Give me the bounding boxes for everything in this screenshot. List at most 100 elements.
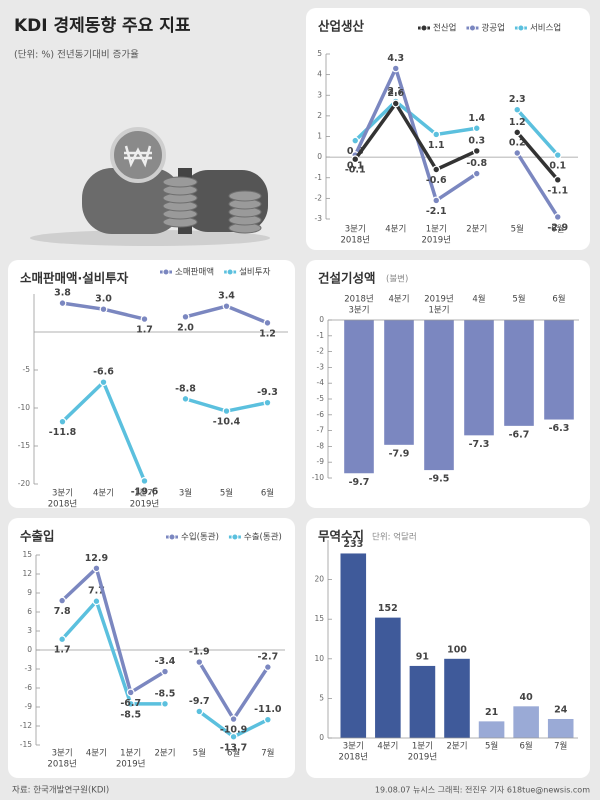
data-point: [351, 136, 360, 145]
x-tick-label: 6월: [552, 294, 565, 305]
y-tick-label: -20: [18, 479, 30, 488]
x-tick-label: 2분기: [446, 742, 467, 752]
y-tick-label: -7: [317, 426, 325, 435]
data-point: [222, 407, 231, 415]
bar: [547, 718, 574, 738]
legend-label: 수입(통관): [181, 532, 219, 543]
data-label: -1.9: [189, 647, 210, 658]
data-label: 2.6: [387, 88, 404, 99]
x-tick-label: 4분기: [388, 295, 409, 305]
x-tick-label: 2019년: [422, 235, 451, 246]
x-tick-label: 2018년: [341, 235, 370, 246]
x-tick-label: 2018년: [344, 294, 373, 305]
x-tick-label: 3분기: [348, 306, 369, 316]
data-label: 1.2: [259, 328, 276, 339]
data-label: 0.1: [549, 161, 566, 172]
x-tick-label: 4분기: [86, 749, 107, 759]
data-point: [263, 715, 272, 724]
data-point: [181, 394, 190, 403]
data-label: 0.3: [468, 135, 485, 146]
legend-marker: [231, 533, 239, 541]
y-tick-label: -3: [315, 214, 323, 223]
x-tick-label: 3분기: [345, 225, 366, 235]
data-label: -2.7: [257, 652, 278, 663]
y-tick-label: -10: [18, 403, 30, 412]
panel-title: 소매판매액·설비투자: [20, 271, 129, 286]
data-label: 1.1: [428, 140, 445, 151]
x-tick-label: 1분기: [426, 225, 447, 235]
series-line: [353, 101, 478, 172]
series-line: [60, 599, 165, 706]
data-label: 4.3: [387, 53, 404, 64]
data-point: [472, 147, 481, 155]
data-point: [391, 99, 400, 108]
data-label: 21: [485, 707, 498, 718]
panel-title: 건설기성액: [318, 271, 376, 286]
x-tick-label: 2018년: [339, 752, 368, 763]
data-point: [472, 169, 481, 178]
y-tick-label: 4: [317, 70, 322, 79]
data-point: [140, 477, 149, 485]
data-point: [432, 130, 441, 139]
data-label: -13.7: [220, 742, 247, 753]
bar: [544, 320, 574, 420]
x-tick-label: 6월: [520, 741, 533, 752]
data-label: -10.4: [213, 417, 241, 428]
x-tick-label: 5월: [512, 294, 525, 305]
x-tick-label: 1분기: [412, 742, 433, 752]
y-tick-label: 15: [22, 550, 32, 559]
y-tick-label: 0: [27, 645, 32, 654]
y-tick-label: -9: [317, 457, 325, 466]
credit: 19.08.07 뉴시스 그래픽: 전진우 기자 618tue@newsis.c…: [375, 785, 590, 795]
y-tick-label: -15: [18, 441, 30, 450]
y-tick-label: 3: [317, 90, 322, 99]
legend-label: 설비투자: [239, 267, 270, 278]
data-label: 7.7: [88, 586, 105, 597]
data-label: 91: [416, 651, 429, 662]
x-tick-label: 2019년: [408, 752, 437, 763]
legend-label: 전산업: [433, 23, 456, 34]
data-label: 24: [554, 704, 568, 715]
data-label: -9.5: [429, 474, 450, 485]
legend-marker: [226, 268, 234, 276]
y-tick-label: -8: [317, 441, 325, 450]
page-subtitle: (단위: %) 전년동기대비 증가율: [14, 49, 139, 61]
data-label: 1.4: [468, 113, 485, 124]
x-tick-label: 4분기: [93, 489, 114, 499]
data-point: [263, 663, 272, 671]
x-tick-label: 5월: [193, 748, 206, 759]
series-line: [515, 131, 560, 181]
y-tick-label: 6: [27, 607, 32, 616]
data-point: [513, 149, 522, 157]
series-line: [60, 566, 166, 695]
data-label: -9.7: [189, 696, 210, 707]
x-tick-label: 5월: [485, 741, 498, 752]
x-tick-label: 1분기: [134, 489, 155, 499]
data-point: [126, 699, 135, 708]
data-point: [92, 564, 101, 573]
x-tick-label: 4분기: [377, 742, 398, 752]
data-label: -0.6: [426, 175, 447, 186]
data-label: -0.8: [466, 158, 487, 169]
y-tick-label: 0: [317, 152, 322, 161]
bar: [409, 665, 436, 738]
y-tick-label: -15: [20, 740, 32, 749]
legend-label: 서비스업: [530, 24, 561, 34]
data-point: [140, 315, 149, 323]
data-label: 7.8: [54, 606, 71, 617]
y-tick-label: 0: [319, 733, 324, 742]
x-tick-label: 4월: [472, 294, 485, 305]
y-tick-label: -3: [317, 362, 325, 371]
y-tick-label: 5: [317, 49, 322, 58]
x-tick-label: 2분기: [154, 749, 175, 759]
x-tick-label: 2019년: [116, 759, 145, 770]
data-point: [195, 707, 204, 716]
x-tick-label: 2018년: [47, 759, 76, 770]
x-tick-label: 2018년: [48, 499, 77, 510]
x-tick-label: 3월: [179, 488, 192, 499]
y-tick-label: 12: [22, 569, 32, 578]
x-tick-label: 5월: [511, 224, 524, 235]
y-tick-label: -1: [317, 331, 325, 340]
data-label: -19.6: [131, 486, 159, 497]
